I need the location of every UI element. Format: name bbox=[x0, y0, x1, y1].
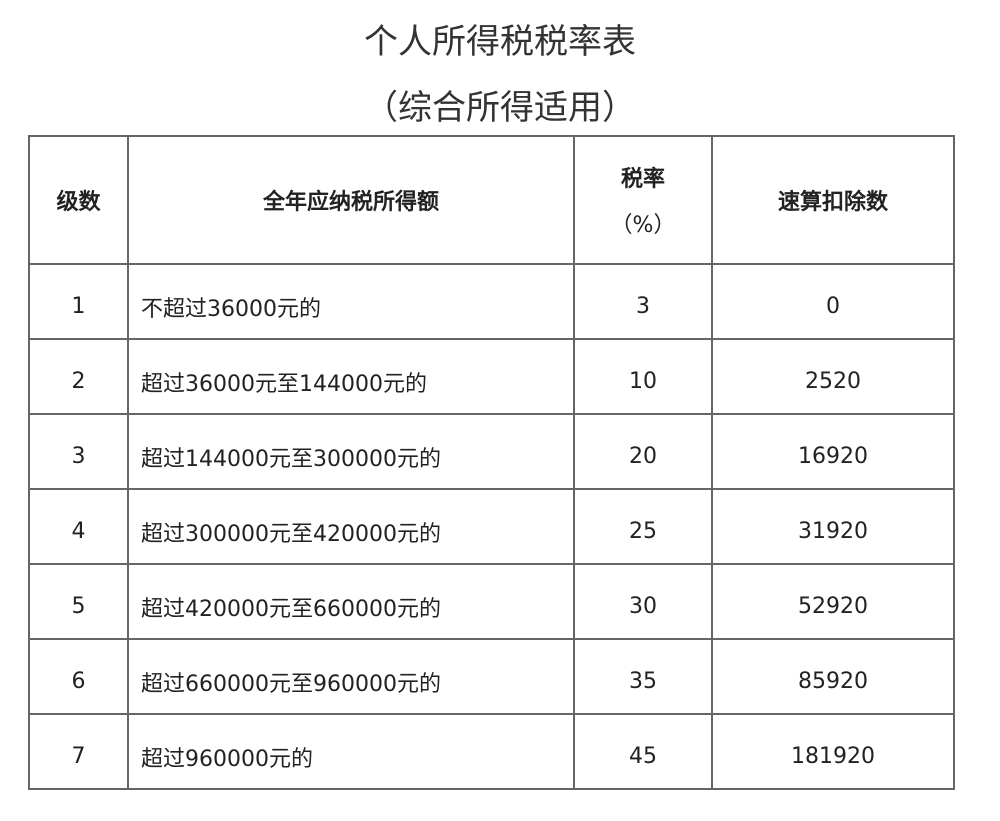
cell-rate: 35 bbox=[573, 638, 713, 715]
cell-income: 不超过36000元的 bbox=[127, 263, 575, 340]
page-subtitle: （综合所得适用） bbox=[364, 88, 636, 128]
cell-deduction: 181920 bbox=[711, 713, 955, 790]
cell-income: 超过420000元至660000元的 bbox=[127, 563, 575, 640]
cell-level: 4 bbox=[28, 488, 129, 565]
table-row: 3 超过144000元至300000元的 20 16920 bbox=[28, 413, 955, 490]
header-rate: 税率 （%） bbox=[573, 135, 713, 265]
cell-deduction: 31920 bbox=[711, 488, 955, 565]
cell-level: 3 bbox=[28, 413, 129, 490]
table-row: 4 超过300000元至420000元的 25 31920 bbox=[28, 488, 955, 565]
header-rate-label: 税率 bbox=[620, 167, 665, 192]
cell-deduction: 85920 bbox=[711, 638, 955, 715]
cell-level: 7 bbox=[28, 713, 129, 790]
cell-level: 2 bbox=[28, 338, 129, 415]
page-title: 个人所得税税率表 bbox=[364, 22, 636, 62]
table-header-row: 级数 全年应纳税所得额 税率 （%） 速算扣除数 bbox=[28, 135, 955, 265]
header-rate-unit: （%） bbox=[610, 213, 676, 238]
cell-rate: 10 bbox=[573, 338, 713, 415]
header-income: 全年应纳税所得额 bbox=[127, 135, 575, 265]
cell-rate: 25 bbox=[573, 488, 713, 565]
table-row: 7 超过960000元的 45 181920 bbox=[28, 713, 955, 790]
cell-deduction: 0 bbox=[711, 263, 955, 340]
cell-deduction: 2520 bbox=[711, 338, 955, 415]
header-level: 级数 bbox=[28, 135, 129, 265]
cell-income: 超过960000元的 bbox=[127, 713, 575, 790]
table-row: 5 超过420000元至660000元的 30 52920 bbox=[28, 563, 955, 640]
cell-deduction: 16920 bbox=[711, 413, 955, 490]
cell-income: 超过660000元至960000元的 bbox=[127, 638, 575, 715]
cell-rate: 45 bbox=[573, 713, 713, 790]
table-row: 1 不超过36000元的 3 0 bbox=[28, 263, 955, 340]
cell-rate: 3 bbox=[573, 263, 713, 340]
header-deduction: 速算扣除数 bbox=[711, 135, 955, 265]
cell-level: 5 bbox=[28, 563, 129, 640]
cell-rate: 30 bbox=[573, 563, 713, 640]
cell-income: 超过144000元至300000元的 bbox=[127, 413, 575, 490]
cell-level: 1 bbox=[28, 263, 129, 340]
cell-level: 6 bbox=[28, 638, 129, 715]
cell-income: 超过300000元至420000元的 bbox=[127, 488, 575, 565]
cell-rate: 20 bbox=[573, 413, 713, 490]
cell-income: 超过36000元至144000元的 bbox=[127, 338, 575, 415]
tax-rate-table: 级数 全年应纳税所得额 税率 （%） 速算扣除数 1 不超过36000元的 3 0 2 超过… bbox=[28, 135, 955, 790]
cell-deduction: 52920 bbox=[711, 563, 955, 640]
table-row: 2 超过36000元至144000元的 10 2520 bbox=[28, 338, 955, 415]
table-row: 6 超过660000元至960000元的 35 85920 bbox=[28, 638, 955, 715]
